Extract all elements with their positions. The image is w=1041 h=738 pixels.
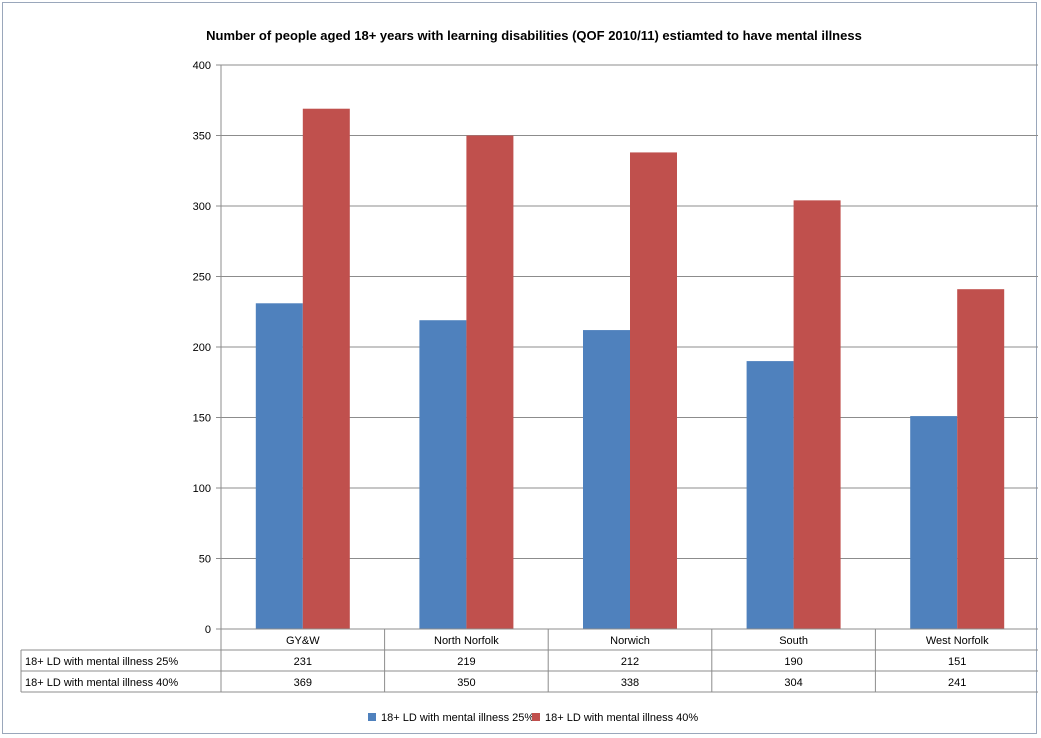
data-label: 338 bbox=[621, 677, 639, 689]
data-table: GY&W North Norfolk Norwich South West Norfol… bbox=[20, 628, 1038, 693]
category-label: Norwich bbox=[610, 635, 650, 647]
legend-entry-label: 18+ LD with mental illness 25% bbox=[381, 712, 534, 724]
bar bbox=[419, 320, 467, 629]
data-label: 151 bbox=[948, 656, 966, 668]
category-label: South bbox=[779, 635, 808, 647]
data-label: 350 bbox=[457, 677, 475, 689]
chart-title: Number of people aged 18+ years with lea… bbox=[206, 28, 862, 43]
data-label: 231 bbox=[294, 656, 312, 668]
bar-chart: Number of people aged 18+ years with lea… bbox=[20, 28, 1038, 724]
bar bbox=[793, 200, 841, 630]
bar bbox=[302, 108, 350, 629]
category-label: West Norfolk bbox=[926, 635, 989, 647]
bar bbox=[957, 289, 1005, 629]
bar bbox=[630, 152, 677, 630]
y-tick-label: 400 bbox=[193, 60, 211, 72]
data-label: 219 bbox=[457, 656, 475, 668]
bar bbox=[746, 361, 794, 629]
bar bbox=[910, 416, 958, 629]
bars bbox=[255, 108, 1005, 630]
y-tick-label: 150 bbox=[193, 413, 211, 425]
y-tick-label: 50 bbox=[199, 554, 211, 566]
bar bbox=[255, 303, 303, 629]
data-label: 212 bbox=[621, 656, 639, 668]
data-label: 241 bbox=[948, 677, 966, 689]
y-tick-label: 0 bbox=[205, 624, 211, 636]
legend-swatch bbox=[532, 713, 540, 721]
y-tick-label: 350 bbox=[193, 131, 211, 143]
legend-entry-label: 18+ LD with mental illness 40% bbox=[545, 712, 698, 724]
legend: 18+ LD with mental illness 25% 18+ LD wit… bbox=[368, 712, 698, 724]
y-tick-label: 200 bbox=[193, 342, 211, 354]
bar bbox=[583, 330, 630, 629]
legend-swatch bbox=[368, 713, 376, 721]
data-label: 190 bbox=[784, 656, 802, 668]
y-tick-label: 300 bbox=[193, 201, 211, 213]
y-tick-label: 100 bbox=[193, 483, 211, 495]
data-label: 304 bbox=[784, 677, 802, 689]
data-label: 369 bbox=[294, 677, 312, 689]
category-label: North Norfolk bbox=[434, 635, 499, 647]
table-row-label: 18+ LD with mental illness 40% bbox=[25, 677, 178, 689]
table-row-label: 18+ LD with mental illness 25% bbox=[25, 656, 178, 668]
category-label: GY&W bbox=[286, 635, 320, 647]
bar bbox=[466, 135, 514, 629]
y-axis-ticks: 0 50 100 150 200 250 300 350 400 bbox=[193, 60, 211, 636]
y-tick-label: 250 bbox=[193, 272, 211, 284]
